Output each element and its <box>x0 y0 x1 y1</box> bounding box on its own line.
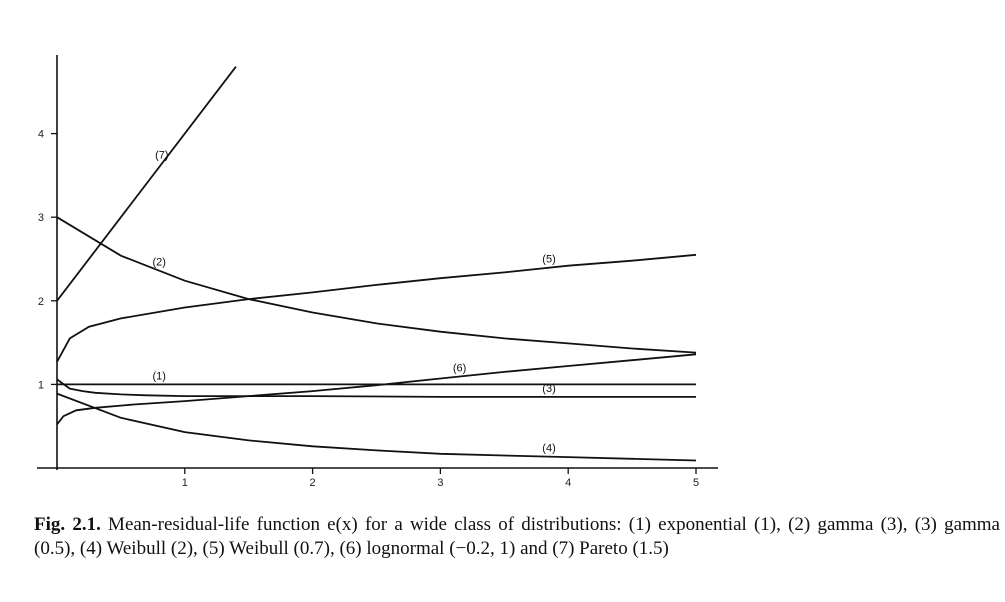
figure-label: Fig. 2.1. <box>34 514 101 535</box>
series-line-3 <box>56 378 696 398</box>
series-line-7 <box>56 66 237 302</box>
series-label-6: (6) <box>453 363 466 375</box>
y-tick-label: 1 <box>38 379 44 391</box>
y-tick-label: 2 <box>38 296 44 308</box>
axis-ticks: 1 2 3 4 5 1 2 3 4 <box>38 129 699 489</box>
series-label-4: (4) <box>542 443 555 455</box>
series-label-1: (1) <box>153 370 166 382</box>
y-tick-label: 3 <box>38 212 44 224</box>
series-label-7: (7) <box>155 150 168 162</box>
caption-text: Mean-residual-life function e(x) for a w… <box>34 514 1000 559</box>
x-tick-label: 5 <box>693 477 699 489</box>
x-tick-label: 4 <box>565 477 571 489</box>
x-tick-label: 3 <box>437 477 443 489</box>
series-line-5 <box>56 253 697 363</box>
series-label-3: (3) <box>542 383 555 395</box>
mean-residual-life-chart: 1 2 3 4 5 1 2 3 4 (1) (2) (3) (4) (5) (6) (7) <box>37 55 718 489</box>
figure-caption: Fig. 2.1. Mean-residual-life function e(… <box>34 513 1000 561</box>
x-tick-label: 1 <box>182 477 188 489</box>
series-line-6 <box>56 353 697 426</box>
x-tick-label: 2 <box>310 477 316 489</box>
series-label-2: (2) <box>153 257 166 269</box>
series-line-2 <box>56 216 697 354</box>
y-tick-label: 4 <box>38 129 44 141</box>
series-line-4 <box>56 392 697 462</box>
curve-labels: (1) (2) (3) (4) (5) (6) (7) <box>153 150 556 455</box>
curves <box>56 66 697 462</box>
series-label-5: (5) <box>542 254 555 266</box>
